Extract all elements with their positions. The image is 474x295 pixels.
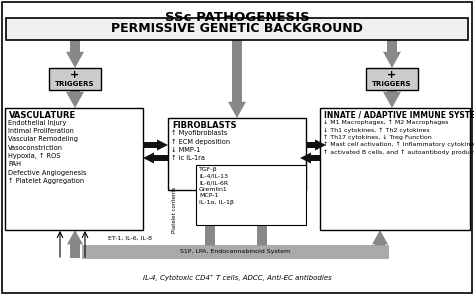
Polygon shape [143, 153, 154, 163]
Bar [232, 40, 242, 102]
Bar [5, 108, 143, 230]
Text: S1P, LPA, Endocannabinoid System: S1P, LPA, Endocannabinoid System [180, 249, 290, 254]
Text: +: + [387, 70, 397, 80]
Polygon shape [228, 102, 246, 118]
Text: IL-4, Cytotoxic CD4⁺ T cells, ADCC, Anti-EC antibodies: IL-4, Cytotoxic CD4⁺ T cells, ADCC, Anti… [143, 275, 331, 281]
Bar [6, 18, 468, 40]
Bar [196, 165, 306, 225]
Bar [70, 40, 81, 52]
Text: ↑ Myofibroblasts
↑ ECM deposition
↓ MMP-1
↑ ic IL-1ra: ↑ Myofibroblasts ↑ ECM deposition ↓ MMP-… [171, 130, 230, 161]
Bar [70, 244, 80, 258]
Text: +: + [70, 70, 80, 80]
Text: ↓ M1 Macrophages, ↑ M2 Macrophages
↓ Th1 cytokines, ↑ Th2 cytokines
↑ Th17 cytok: ↓ M1 Macrophages, ↑ M2 Macrophages ↓ Th1… [323, 120, 474, 155]
Bar [82, 245, 388, 258]
Text: ET-1, IL-6, IL-8: ET-1, IL-6, IL-8 [108, 235, 152, 240]
Bar [49, 68, 101, 90]
Text: INNATE / ADAPTIVE IMMUNE SYSTEM: INNATE / ADAPTIVE IMMUNE SYSTEM [324, 111, 474, 120]
Bar [143, 142, 157, 148]
Polygon shape [66, 52, 84, 68]
Text: TGF-β
IL-4/IL-13
IL-6/IL-6R
Gremlin1
MCP-1
IL-1α, IL-1β: TGF-β IL-4/IL-13 IL-6/IL-6R Gremlin1 MCP… [199, 167, 234, 205]
Text: PERMISSIVE GENETIC BACKGROUND: PERMISSIVE GENETIC BACKGROUND [111, 22, 363, 35]
Polygon shape [383, 52, 401, 68]
Bar [306, 142, 315, 148]
Bar [154, 155, 168, 161]
Polygon shape [300, 153, 311, 163]
Polygon shape [202, 190, 218, 204]
Polygon shape [67, 230, 83, 244]
Polygon shape [157, 140, 168, 150]
Polygon shape [372, 230, 388, 244]
Polygon shape [383, 92, 401, 108]
Polygon shape [254, 190, 270, 204]
Bar [320, 108, 470, 230]
Bar [168, 118, 306, 190]
Text: FIBROBLASTS: FIBROBLASTS [172, 121, 237, 130]
Bar [366, 68, 418, 90]
Bar [387, 40, 397, 52]
Text: TRIGGERS: TRIGGERS [372, 81, 412, 87]
Bar [205, 204, 215, 258]
Polygon shape [315, 140, 326, 150]
Text: Platelet contents: Platelet contents [173, 187, 177, 233]
Polygon shape [66, 92, 84, 108]
Bar [375, 244, 385, 258]
Text: TRIGGERS: TRIGGERS [55, 81, 95, 87]
Text: Endothelial Injury
Intimal Proliferation
Vascular Remodeling
Vasoconstriction
Hy: Endothelial Injury Intimal Proliferation… [8, 120, 86, 184]
Text: SSc PATHOGENESIS: SSc PATHOGENESIS [164, 11, 310, 24]
Bar [70, 90, 81, 92]
Bar [311, 155, 320, 161]
Text: VASCULATURE: VASCULATURE [9, 111, 76, 120]
Bar [387, 90, 397, 92]
Bar [257, 204, 267, 258]
